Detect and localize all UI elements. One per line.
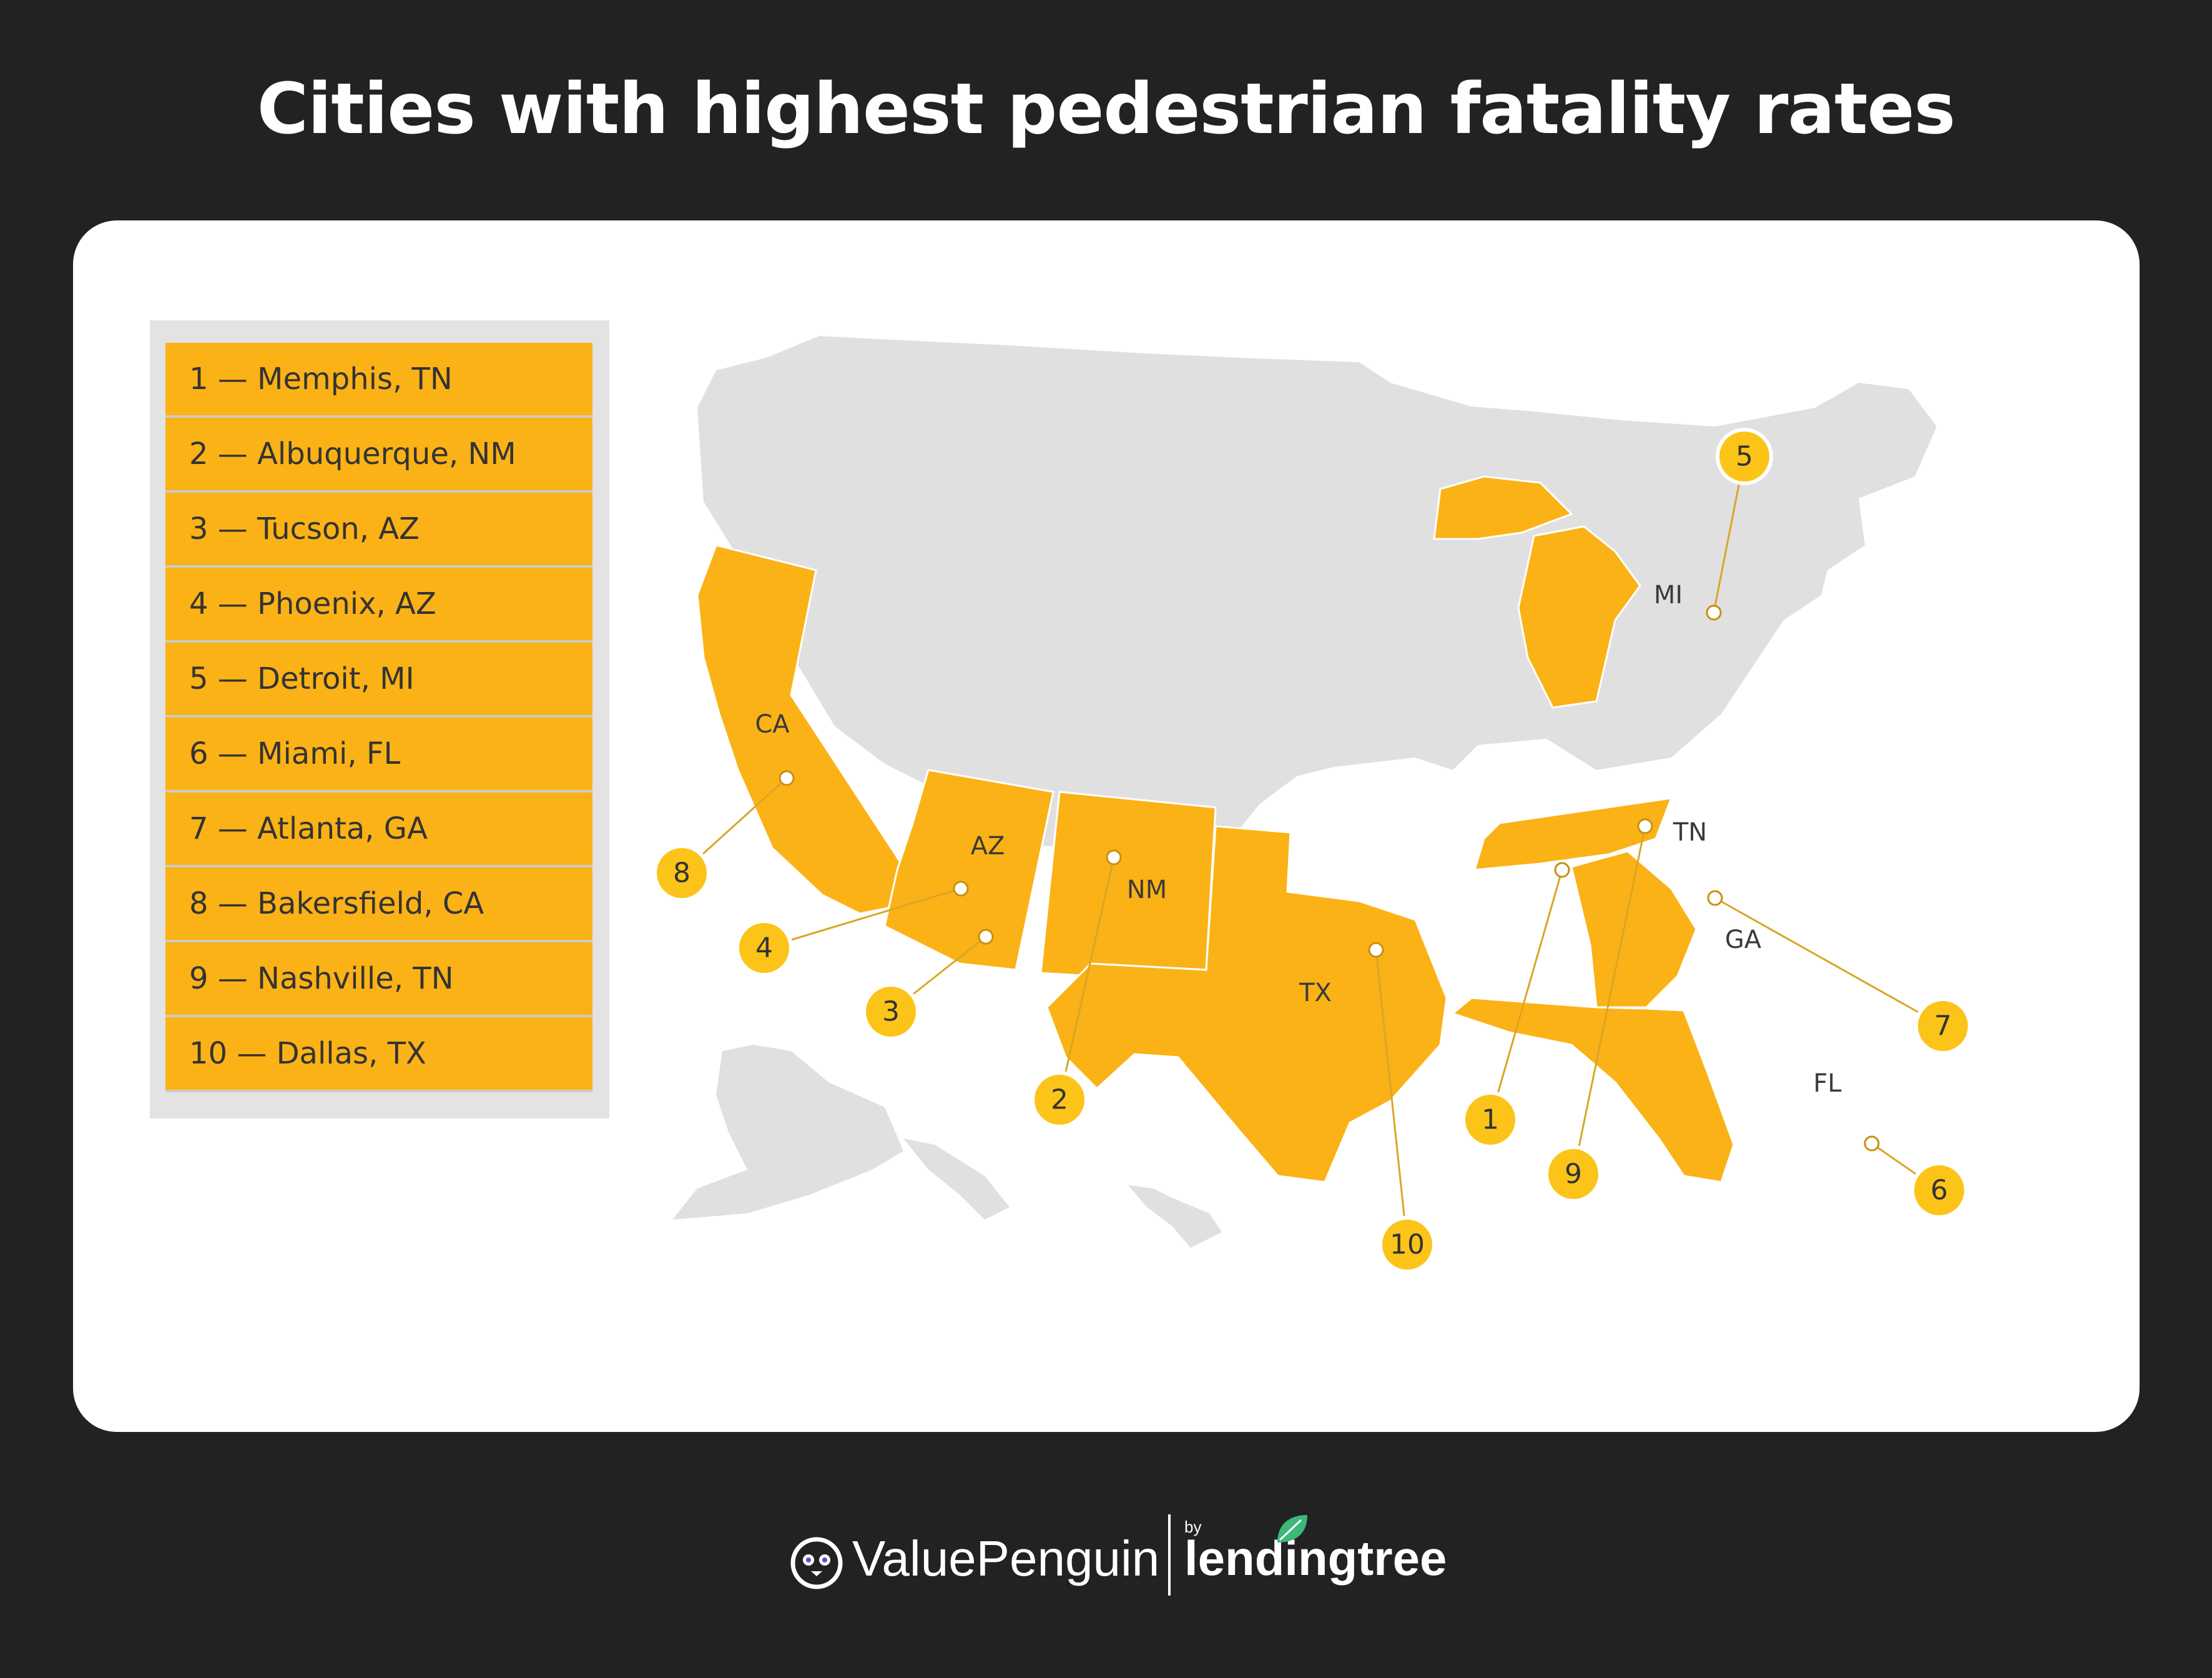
- city-dot-detroit: [1706, 605, 1722, 621]
- city-dot-atlanta: [1707, 890, 1723, 906]
- brand-by: by: [1184, 1518, 1202, 1536]
- legend-item-label: 10 — Dallas, TX: [189, 1036, 426, 1071]
- legend-item: 10 — Dallas, TX: [165, 1017, 592, 1090]
- state-label-mi: MI: [1654, 581, 1683, 610]
- page-title: Cities with highest pedestrian fatality …: [257, 69, 1956, 150]
- marker-badge-7: 7: [1914, 997, 1972, 1055]
- alaska-shape: [672, 1045, 903, 1220]
- leader-line: [1058, 857, 1115, 1100]
- state-label-tx: TX: [1299, 979, 1332, 1007]
- map-card: 1 — Memphis, TN 2 — Albuquerque, NM 3 — …: [73, 220, 2140, 1432]
- legend-item: 9 — Nashville, TN: [165, 942, 592, 1015]
- state-mi-upper: [1433, 475, 1573, 540]
- state-tn: [1473, 797, 1673, 871]
- marker-badge-9: 9: [1545, 1145, 1602, 1203]
- legend-item-label: 7 — Atlanta, GA: [189, 811, 428, 846]
- city-dot-miami: [1864, 1135, 1880, 1152]
- leader-line: [1375, 949, 1408, 1245]
- state-mi: [1517, 525, 1641, 709]
- legend-item-label: 9 — Nashville, TN: [189, 961, 454, 996]
- state-label-nm: NM: [1127, 876, 1167, 904]
- marker-badge-10: 10: [1379, 1216, 1436, 1273]
- marker-badge-1: 1: [1462, 1091, 1519, 1148]
- legend-item: 4 — Phoenix, AZ: [165, 568, 592, 640]
- hawaii-shape: [1128, 1185, 1222, 1248]
- badge-label: 6: [1930, 1175, 1948, 1207]
- marker-badge-5: 5: [1716, 428, 1773, 485]
- contiguous-us-shape: [697, 336, 1937, 851]
- marker-badge-6: 6: [1910, 1162, 1968, 1219]
- legend-item-label: 2 — Albuquerque, NM: [189, 437, 516, 471]
- state-label-tn: TN: [1673, 818, 1707, 847]
- legend-item: 8 — Bakersfield, CA: [165, 867, 592, 940]
- legend-item: 2 — Albuquerque, NM: [165, 418, 592, 490]
- state-label-ca: CA: [755, 710, 790, 739]
- legend-item: 1 — Memphis, TN: [165, 343, 592, 415]
- state-tx: [1046, 825, 1448, 1183]
- state-label-fl: FL: [1813, 1069, 1842, 1098]
- legend-item-label: 5 — Detroit, MI: [189, 661, 415, 696]
- city-dot-memphis: [1554, 862, 1570, 878]
- badge-label: 1: [1482, 1104, 1499, 1136]
- legend-item-label: 8 — Bakersfield, CA: [189, 886, 484, 921]
- brand-lendingtree: lendingtree: [1184, 1531, 1447, 1586]
- state-ga: [1570, 850, 1698, 1009]
- badge-label: 10: [1390, 1229, 1425, 1261]
- state-label-az: AZ: [971, 832, 1005, 861]
- legend-panel: 1 — Memphis, TN 2 — Albuquerque, NM 3 — …: [150, 320, 609, 1118]
- legend-item: 5 — Detroit, MI: [165, 643, 592, 715]
- leader-line: [1489, 869, 1563, 1120]
- brand-divider: [1168, 1514, 1171, 1596]
- legend-item: 3 — Tucson, AZ: [165, 493, 592, 565]
- brand-valuepenguin: ValuePenguin: [852, 1531, 1160, 1586]
- leader-line: [1572, 826, 1646, 1175]
- city-dot-phoenix: [953, 881, 969, 897]
- badge-label: 3: [882, 996, 900, 1028]
- marker-badge-8: 8: [653, 844, 710, 902]
- legend-item-label: 6 — Miami, FL: [189, 736, 401, 771]
- legend-item-label: 4 — Phoenix, AZ: [189, 586, 436, 621]
- footer-branding: ValuePenguin by lendingtree: [790, 1511, 1447, 1605]
- alaska-panhandle-shape: [903, 1138, 1010, 1220]
- legend-item-label: 3 — Tucson, AZ: [189, 511, 420, 546]
- city-dot-albuquerque: [1106, 849, 1122, 866]
- leaf-icon: [1277, 1515, 1307, 1542]
- badge-label: 2: [1051, 1084, 1068, 1116]
- leader-line: [764, 887, 961, 949]
- badge-label: 5: [1736, 441, 1753, 473]
- legend-item: 7 — Atlanta, GA: [165, 792, 592, 865]
- state-ca: [696, 544, 905, 915]
- marker-badge-3: 3: [862, 983, 920, 1040]
- leader-line: [1714, 897, 1944, 1027]
- state-az: [883, 769, 1054, 971]
- state-fl: [1450, 997, 1735, 1183]
- penguin-logo-icon: [790, 1537, 843, 1589]
- badge-label: 8: [673, 857, 691, 889]
- city-dot-nashville: [1637, 818, 1653, 834]
- marker-badge-2: 2: [1031, 1071, 1088, 1128]
- state-label-ga: GA: [1725, 925, 1762, 954]
- badge-label: 4: [755, 932, 773, 964]
- marker-badge-4: 4: [735, 919, 793, 977]
- city-dot-tucson: [978, 929, 994, 945]
- legend-item-label: 1 — Memphis, TN: [189, 362, 453, 397]
- us-map: CA AZ NM TX MI TN GA FL: [653, 336, 1972, 1273]
- badge-label: 7: [1934, 1010, 1952, 1042]
- city-dot-bakersfield: [779, 770, 795, 786]
- city-dot-dallas: [1368, 942, 1384, 958]
- badge-label: 9: [1565, 1158, 1582, 1190]
- legend-item: 6 — Miami, FL: [165, 718, 592, 790]
